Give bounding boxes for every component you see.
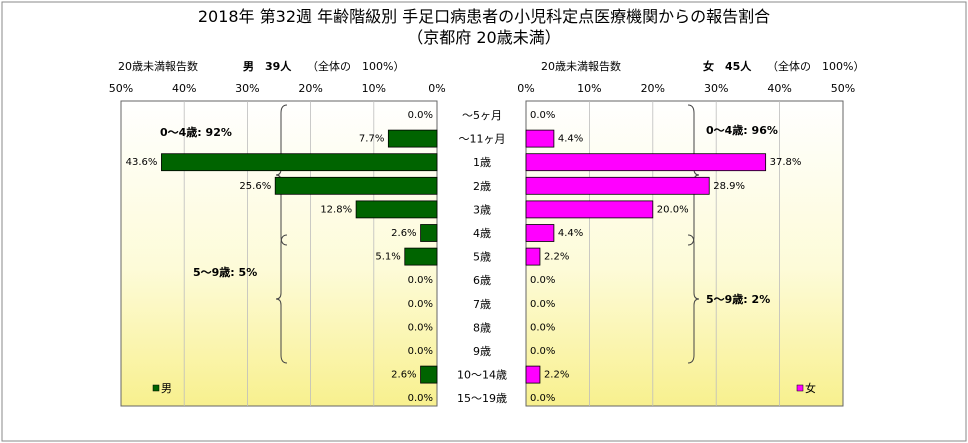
female-tick-label: 10% [577, 82, 601, 95]
age-category-label: 7歳 [473, 298, 491, 311]
male-plot-area [120, 100, 438, 407]
male-tick-label: 0% [428, 82, 445, 95]
age-category-label: 6歳 [473, 274, 491, 287]
chart-title: 2018年 第32週 年齢階級別 手足口病患者の小児科定点医療機関からの報告割合 [198, 7, 770, 26]
female-tick-label: 0% [517, 82, 534, 95]
male-value-label: 7.7% [359, 134, 384, 145]
age-category-label: 1歳 [473, 156, 491, 169]
female-plot-area [525, 100, 844, 407]
female-bar [525, 224, 555, 242]
age-category-label: 9歳 [473, 345, 491, 358]
female-legend-swatch [796, 384, 804, 392]
female-value-label: 2.2% [544, 252, 569, 263]
female-value-label: 0.0% [530, 322, 555, 333]
female-value-label: 0.0% [530, 110, 555, 121]
female-tick-label: 30% [704, 82, 728, 95]
female-value-label: 28.9% [713, 181, 745, 192]
male-tick-label: 10% [362, 82, 386, 95]
male-value-label: 2.6% [391, 228, 416, 239]
female-brace-label: 0～4歳: 96% [706, 123, 778, 137]
age-category-label: 3歳 [473, 203, 491, 216]
female-bar [525, 176, 710, 195]
male-value-label: 25.6% [239, 181, 271, 192]
male-bar [420, 224, 438, 242]
female-value-label: 0.0% [530, 275, 555, 286]
bars [161, 129, 767, 384]
male-bar [404, 247, 438, 266]
female-bar [525, 200, 654, 219]
male-bar [387, 129, 438, 148]
age-category-label: 5歳 [473, 251, 491, 264]
male-header-label: 20歳未満報告数 [118, 60, 198, 73]
male-legend-label: 男 [161, 382, 172, 395]
male-value-label: 0.0% [408, 110, 433, 121]
female-brace-label: 5～9歳: 2% [706, 292, 770, 306]
male-brace-5-9 [275, 234, 288, 364]
female-value-label: 0.0% [530, 346, 555, 357]
age-category-label: ～11ヶ月 [459, 133, 506, 146]
age-category-label: ～5ヶ月 [462, 109, 502, 122]
age-category-label: 2歳 [473, 180, 491, 193]
female-header-label: 20歳未満報告数 [541, 60, 621, 73]
male-value-label: 0.0% [408, 393, 433, 404]
age-category-label: 10～14歳 [457, 369, 507, 382]
male-value-label: 0.0% [408, 299, 433, 310]
male-value-label: 5.1% [375, 252, 400, 263]
female-value-label: 0.0% [530, 393, 555, 404]
age-group-braces: 0～4歳: 92% 5～9歳: 5% 0～4歳: 96% 5～9歳: 2% [160, 104, 778, 364]
age-category-label: 4歳 [473, 227, 491, 240]
female-value-label: 4.4% [558, 228, 583, 239]
female-value-label: 0.0% [530, 299, 555, 310]
female-bar [525, 153, 767, 172]
female-tick-label: 20% [641, 82, 665, 95]
female-brace-5-9 [687, 234, 700, 364]
male-brace-label: 0～4歳: 92% [160, 125, 232, 139]
female-header-count: 女 45人 [703, 59, 752, 73]
male-legend-swatch [152, 384, 160, 392]
age-category-label: 8歳 [473, 321, 491, 334]
female-tick-label: 40% [767, 82, 791, 95]
female-legend-label: 女 [805, 381, 816, 395]
male-bar [161, 153, 438, 172]
age-category-labels: ～5ヶ月 ～11ヶ月 1歳 2歳 3歳 4歳 5歳 6歳 7歳 8歳 9歳 10～14歳 15～19歳 [457, 109, 507, 405]
female-value-label: 37.8% [770, 157, 802, 168]
male-tick-label: 40% [172, 82, 196, 95]
female-bar [525, 247, 541, 266]
male-value-label: 2.6% [391, 370, 416, 381]
male-bar [420, 365, 438, 384]
male-bar [355, 200, 438, 219]
age-category-label: 15～19歳 [457, 392, 507, 405]
female-value-label: 4.4% [558, 134, 583, 145]
gridlines [183, 101, 780, 406]
male-tick-label: 50% [109, 82, 133, 95]
female-bar [525, 365, 541, 384]
female-value-label: 2.2% [544, 370, 569, 381]
female-header-note: （全体の 100%） [767, 59, 864, 73]
male-tick-label: 20% [298, 82, 322, 95]
male-value-label: 43.6% [126, 157, 158, 168]
female-value-label: 20.0% [657, 204, 689, 215]
data-labels: 0.0% 0.0% 7.7% 4.4% 43.6% 37.8% 25.6% 28.9% 12.8… [126, 110, 802, 404]
female-tick-label: 50% [831, 82, 855, 95]
axis-ticks: 50% 40% 30% 20% 10% 0% 0% 10% 20% 30% 40% 50% [109, 82, 855, 95]
male-value-label: 0.0% [408, 322, 433, 333]
male-value-label: 12.8% [320, 204, 352, 215]
male-value-label: 0.0% [408, 346, 433, 357]
male-header-count: 男 39人 [243, 59, 292, 73]
male-bar [274, 176, 438, 195]
male-header-note: （全体の 100%） [307, 59, 404, 73]
male-value-label: 0.0% [408, 275, 433, 286]
female-bar [525, 129, 555, 148]
chart-subtitle: （京都府 20歳未満） [407, 28, 560, 47]
male-brace-label: 5～9歳: 5% [193, 265, 257, 279]
male-tick-label: 30% [235, 82, 259, 95]
